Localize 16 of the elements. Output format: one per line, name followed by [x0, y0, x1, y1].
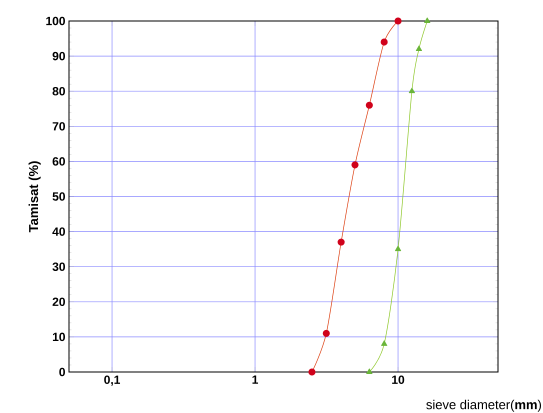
y-tick-label: 10 — [52, 332, 65, 342]
y-tick-label: 90 — [52, 52, 65, 60]
y-tick-label: 0 — [59, 368, 65, 376]
y-tick-label: 70 — [52, 122, 65, 131]
x-axis-title: sieve diameter(mm) — [426, 400, 542, 412]
y-tick-label: 40 — [52, 227, 65, 236]
y-tick-label: 30 — [52, 262, 65, 271]
x-tick-label: 1 — [252, 376, 258, 384]
y-tick-label: 50 — [52, 192, 65, 201]
y-tick-label: 80 — [52, 86, 65, 96]
x-tick-label: 10 — [392, 376, 404, 384]
y-tick-label: 60 — [52, 157, 65, 166]
y-axis-title: Tamisat (%) — [28, 161, 41, 232]
x-tick-label: 0,1 — [104, 376, 120, 386]
y-tick-label: 20 — [52, 298, 65, 306]
y-tick-label: 100 — [46, 16, 65, 26]
